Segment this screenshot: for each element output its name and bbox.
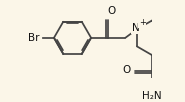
Text: H₂N: H₂N: [142, 91, 162, 101]
Text: Br: Br: [28, 33, 40, 43]
Text: N: N: [132, 23, 140, 33]
Text: O: O: [123, 65, 131, 75]
Text: O: O: [107, 6, 115, 16]
Text: +: +: [139, 18, 146, 27]
